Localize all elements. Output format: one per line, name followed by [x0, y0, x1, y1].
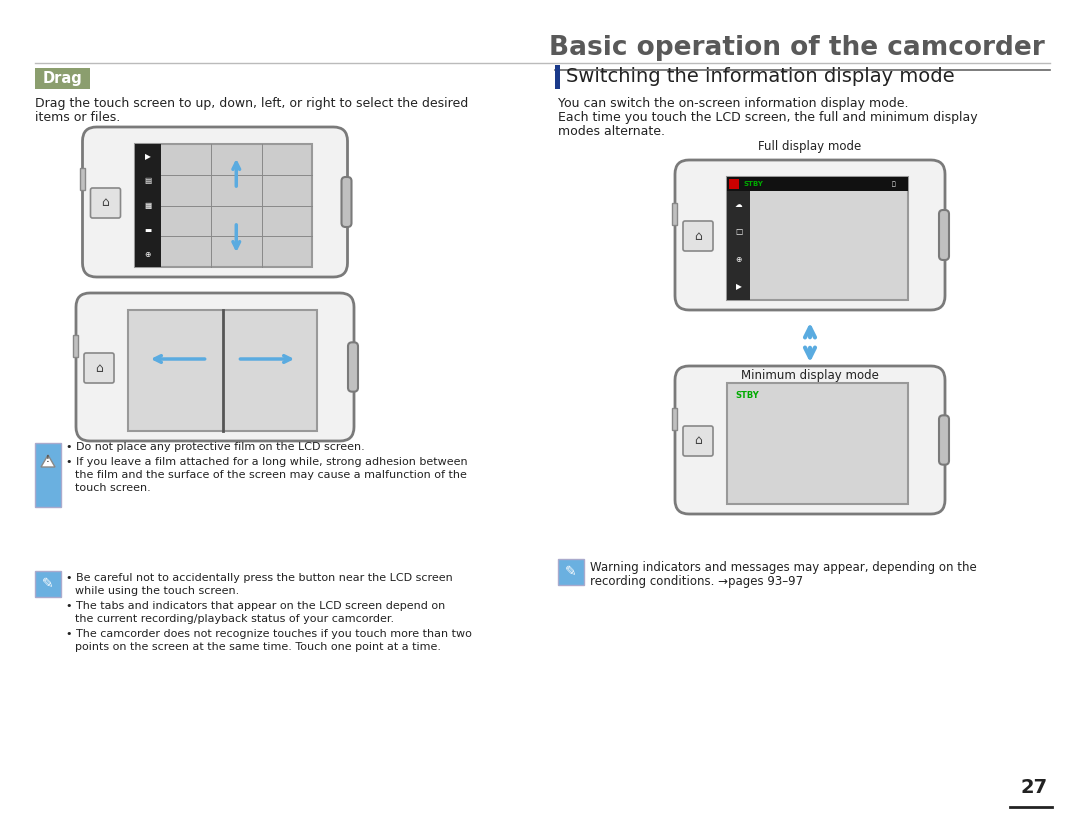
Text: Switching the information display mode: Switching the information display mode — [566, 68, 955, 87]
FancyBboxPatch shape — [84, 353, 114, 383]
FancyBboxPatch shape — [675, 366, 945, 514]
Text: Basic operation of the camcorder: Basic operation of the camcorder — [550, 35, 1045, 61]
Bar — [727, 383, 908, 504]
Text: 🔋: 🔋 — [892, 182, 895, 186]
Text: • The tabs and indicators that appear on the LCD screen depend on: • The tabs and indicators that appear on… — [66, 601, 445, 611]
Bar — [729, 179, 739, 189]
Text: Full display mode: Full display mode — [758, 140, 862, 153]
Polygon shape — [41, 455, 55, 467]
Bar — [672, 408, 677, 430]
Text: recording conditions. →pages 93–97: recording conditions. →pages 93–97 — [590, 575, 804, 588]
Text: ⌂: ⌂ — [102, 196, 109, 210]
FancyBboxPatch shape — [683, 221, 713, 251]
Text: Warning indicators and messages may appear, depending on the: Warning indicators and messages may appe… — [590, 561, 976, 574]
Text: ⌂: ⌂ — [694, 435, 702, 447]
Bar — [35, 443, 60, 507]
FancyBboxPatch shape — [939, 415, 949, 464]
FancyBboxPatch shape — [675, 160, 945, 310]
FancyBboxPatch shape — [341, 177, 351, 227]
Text: 27: 27 — [1021, 778, 1048, 797]
Text: Minimum display mode: Minimum display mode — [741, 369, 879, 382]
Text: • The camcorder does not recognize touches if you touch more than two: • The camcorder does not recognize touch… — [66, 629, 472, 639]
Text: ☁: ☁ — [734, 200, 742, 209]
Text: ⌂: ⌂ — [95, 361, 103, 375]
Text: STBY: STBY — [743, 181, 762, 187]
Text: touch screen.: touch screen. — [75, 483, 151, 493]
Bar — [558, 559, 584, 585]
FancyBboxPatch shape — [82, 127, 348, 277]
FancyBboxPatch shape — [91, 188, 121, 218]
Text: ✎: ✎ — [565, 565, 577, 579]
Text: ⌂: ⌂ — [694, 229, 702, 243]
Text: !: ! — [46, 455, 50, 464]
Text: items or files.: items or files. — [35, 111, 120, 124]
Text: ▬: ▬ — [144, 225, 151, 234]
Text: while using the touch screen.: while using the touch screen. — [75, 586, 240, 596]
Bar — [129, 309, 318, 431]
Text: the current recording/playback status of your camcorder.: the current recording/playback status of… — [75, 614, 394, 624]
Bar — [672, 203, 677, 225]
Text: ⊕: ⊕ — [145, 250, 151, 259]
Text: □: □ — [734, 228, 742, 237]
Text: • Be careful not to accidentally press the button near the LCD screen: • Be careful not to accidentally press t… — [66, 573, 453, 583]
Text: ▦: ▦ — [144, 201, 151, 210]
Text: Drag: Drag — [42, 71, 82, 86]
Text: Drag the touch screen to up, down, left, or right to select the desired: Drag the touch screen to up, down, left,… — [35, 97, 469, 110]
Text: Each time you touch the LCD screen, the full and minimum display: Each time you touch the LCD screen, the … — [558, 111, 977, 124]
Text: • If you leave a film attached for a long while, strong adhesion between: • If you leave a film attached for a lon… — [66, 457, 468, 467]
Bar — [135, 144, 161, 267]
Bar — [73, 335, 78, 357]
Bar — [727, 177, 908, 300]
Text: STBY: STBY — [735, 391, 759, 399]
Bar — [35, 571, 60, 597]
Text: ⊕: ⊕ — [735, 255, 742, 264]
FancyBboxPatch shape — [683, 426, 713, 456]
Text: points on the screen at the same time. Touch one point at a time.: points on the screen at the same time. T… — [75, 642, 441, 652]
Text: ▶: ▶ — [735, 282, 742, 291]
Text: modes alternate.: modes alternate. — [558, 125, 665, 138]
Text: • Do not place any protective film on the LCD screen.: • Do not place any protective film on th… — [66, 442, 365, 452]
Bar — [555, 65, 561, 89]
Bar — [35, 68, 90, 89]
FancyBboxPatch shape — [76, 293, 354, 441]
Bar — [80, 168, 84, 190]
Text: You can switch the on-screen information display mode.: You can switch the on-screen information… — [558, 97, 908, 110]
FancyBboxPatch shape — [939, 210, 949, 260]
FancyBboxPatch shape — [348, 342, 357, 392]
Text: ✎: ✎ — [42, 577, 54, 591]
Text: ▤: ▤ — [144, 177, 151, 186]
Bar — [135, 144, 312, 267]
Bar — [727, 177, 908, 191]
Text: ▶: ▶ — [145, 152, 150, 161]
Text: the film and the surface of the screen may cause a malfunction of the: the film and the surface of the screen m… — [75, 470, 467, 480]
Bar — [727, 191, 750, 300]
